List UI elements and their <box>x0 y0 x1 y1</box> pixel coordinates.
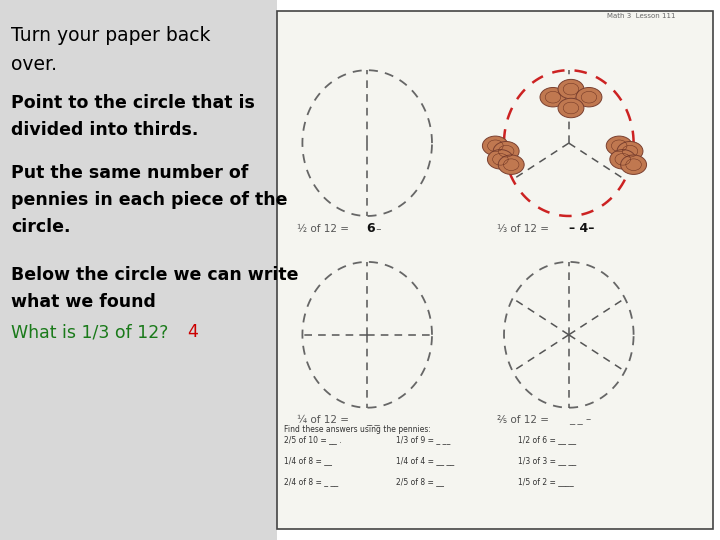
Text: Point to the circle that is: Point to the circle that is <box>11 93 255 112</box>
Text: 1/4 of 8 = __: 1/4 of 8 = __ <box>284 456 333 465</box>
Text: divided into thirds.: divided into thirds. <box>11 120 198 139</box>
Circle shape <box>576 87 602 107</box>
Text: _ _ –: _ _ – <box>569 415 591 425</box>
Bar <box>0 0 277 540</box>
Circle shape <box>610 150 636 169</box>
Text: pennies in each piece of the: pennies in each piece of the <box>11 191 287 209</box>
Circle shape <box>621 155 647 174</box>
Text: _ _: _ _ <box>366 415 379 425</box>
Text: 6: 6 <box>366 222 374 235</box>
Text: ⅖ of 12 =: ⅖ of 12 = <box>497 415 552 425</box>
Text: 1/4 of 4 = __ __: 1/4 of 4 = __ __ <box>396 456 454 465</box>
Text: Math 3  Lesson 111: Math 3 Lesson 111 <box>606 14 675 19</box>
Text: 1/2 of 6 = __ __: 1/2 of 6 = __ __ <box>518 436 577 444</box>
Circle shape <box>540 87 566 107</box>
Text: 2/4 of 8 = _ __: 2/4 of 8 = _ __ <box>284 477 338 485</box>
Text: Below the circle we can write: Below the circle we can write <box>11 266 298 285</box>
Text: 1/3 of 9 = _ __: 1/3 of 9 = _ __ <box>396 436 451 444</box>
Text: –: – <box>373 225 382 234</box>
Circle shape <box>558 98 584 118</box>
Circle shape <box>493 141 519 161</box>
Text: Put the same number of: Put the same number of <box>11 164 248 182</box>
Circle shape <box>482 136 508 156</box>
Circle shape <box>617 141 643 161</box>
Text: 4: 4 <box>187 323 198 341</box>
Text: ⅓ of 12 =: ⅓ of 12 = <box>497 225 552 234</box>
Circle shape <box>498 155 524 174</box>
Text: circle.: circle. <box>11 218 71 236</box>
Circle shape <box>487 150 513 169</box>
Text: 1/5 of 2 = ____: 1/5 of 2 = ____ <box>518 477 574 485</box>
Text: – 4–: – 4– <box>569 222 594 235</box>
Text: ¼ of 12 =: ¼ of 12 = <box>297 415 352 425</box>
Text: What is 1/3 of 12?: What is 1/3 of 12? <box>11 323 168 341</box>
Text: Turn your paper back: Turn your paper back <box>11 25 210 45</box>
Bar <box>277 11 713 529</box>
Text: 1/3 of 3 = __ __: 1/3 of 3 = __ __ <box>518 456 577 465</box>
Text: over.: over. <box>11 55 57 75</box>
Circle shape <box>558 79 584 99</box>
Circle shape <box>606 136 632 156</box>
Text: Find these answers using the pennies:: Find these answers using the pennies: <box>284 425 431 434</box>
Text: what we found: what we found <box>11 293 156 312</box>
Text: 2/5 of 10 = __ .: 2/5 of 10 = __ . <box>284 436 342 444</box>
Text: 2/5 of 8 = __: 2/5 of 8 = __ <box>396 477 444 485</box>
Text: ½ of 12 =: ½ of 12 = <box>297 225 352 234</box>
